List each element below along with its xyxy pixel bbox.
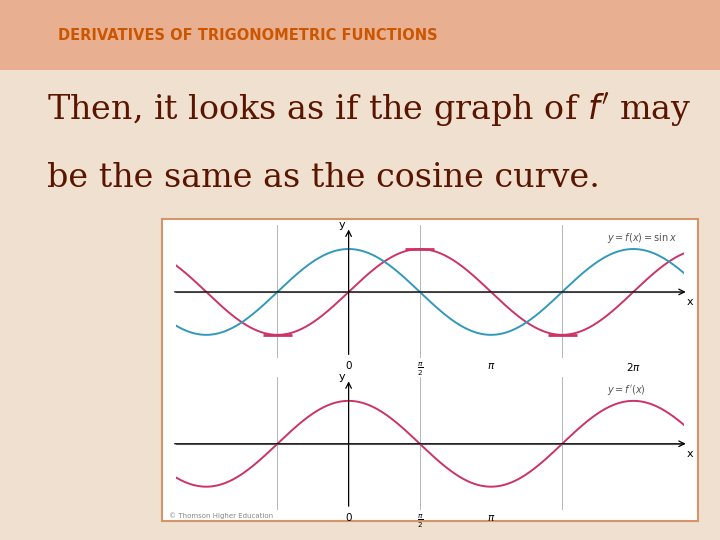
Text: be the same as the cosine curve.: be the same as the cosine curve. xyxy=(47,162,600,194)
Text: y: y xyxy=(338,372,345,382)
Text: $y = f(x) = \sin x$: $y = f(x) = \sin x$ xyxy=(607,231,677,245)
Text: Then, it looks as if the graph of $f'$ may: Then, it looks as if the graph of $f'$ m… xyxy=(47,92,691,130)
Text: DERIVATIVES OF TRIGONOMETRIC FUNCTIONS: DERIVATIVES OF TRIGONOMETRIC FUNCTIONS xyxy=(58,28,437,43)
Text: $y = f'(x)$: $y = f'(x)$ xyxy=(607,383,646,397)
Text: x: x xyxy=(686,297,693,307)
Text: x: x xyxy=(686,449,693,459)
Text: © Thomson Higher Education: © Thomson Higher Education xyxy=(169,512,274,519)
Text: y: y xyxy=(338,220,345,229)
